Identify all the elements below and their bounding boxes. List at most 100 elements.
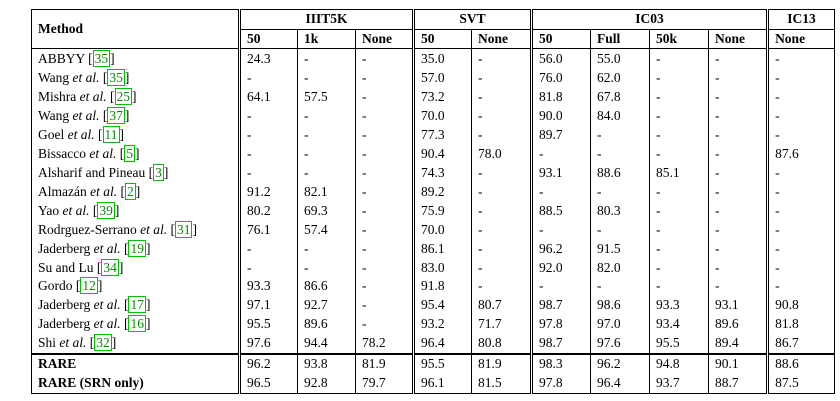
value-cell: - <box>238 68 298 88</box>
table-row: Wang et al. [35] - - -57.0-76.0 62.0- - - <box>31 68 836 88</box>
method-name: Wang <box>38 107 70 123</box>
citation-link[interactable]: 3 <box>153 163 164 181</box>
value-cell: 57.5 <box>297 87 356 107</box>
value-cell: 93.8 <box>297 352 356 374</box>
value-cell: 35.0 <box>412 48 472 69</box>
value-cell: 90.4 <box>412 144 472 164</box>
table-row: Rodrguez-Serrano et al. [31] 76.1 57.4-70.… <box>31 220 836 240</box>
value-cell: - <box>354 163 414 183</box>
value-cell: 69.3 <box>297 201 356 221</box>
method-name: Su and Lu <box>38 259 94 275</box>
citation-link[interactable]: 39 <box>97 201 115 219</box>
value-cell: 89.2 <box>412 182 472 202</box>
value-cell: - <box>649 258 709 277</box>
method-name: Rodrguez-Serrano <box>38 221 137 237</box>
value-cell: 83.0 <box>412 258 472 277</box>
method-cell: Yao et al. [39] <box>31 201 240 221</box>
group-header-ic13: IC13 <box>766 9 836 30</box>
et-al-text: et al. <box>90 183 118 199</box>
value-cell: - <box>708 68 768 88</box>
sub-header: 50k <box>649 29 709 50</box>
value-cell: 81.8 <box>766 314 836 334</box>
value-cell: - <box>354 144 414 164</box>
value-cell: - <box>708 220 768 240</box>
value-cell: 93.7 <box>649 373 709 394</box>
table-row: Mishra et al. [25] 64.1 57.5-73.2-81.8 67.8… <box>31 87 836 107</box>
value-cell: 78.2 <box>354 333 414 354</box>
value-cell: - <box>471 239 532 259</box>
method-cell: ABBYY [35] <box>31 48 240 69</box>
citation-link[interactable]: 19 <box>128 239 146 257</box>
citation-link[interactable]: 34 <box>101 258 119 276</box>
value-cell: - <box>649 125 709 145</box>
value-cell: - <box>354 258 414 277</box>
group-header-svt: SVT <box>412 9 532 30</box>
citation-link[interactable]: 35 <box>107 68 125 86</box>
citation-link[interactable]: 5 <box>124 144 135 162</box>
method-header: Method <box>31 8 240 50</box>
citation-link[interactable]: 32 <box>94 334 112 352</box>
citation-link[interactable]: 2 <box>124 182 136 200</box>
method-cell: Wang et al. [35] <box>31 68 240 88</box>
value-cell: 97.8 <box>530 314 591 334</box>
citation-link[interactable]: 12 <box>80 277 98 295</box>
value-cell: - <box>708 106 768 126</box>
value-cell: - <box>471 163 532 183</box>
citation-link[interactable]: 17 <box>128 296 146 314</box>
et-al-text: et al. <box>93 316 121 332</box>
citation-link[interactable]: 31 <box>174 220 193 238</box>
value-cell: - <box>471 277 532 296</box>
method-cell: Almazán et al. [2] <box>31 182 240 202</box>
value-cell: - <box>708 144 768 164</box>
value-cell: - <box>766 201 836 221</box>
value-cell: 79.7 <box>354 373 414 394</box>
value-cell: 80.3 <box>590 201 650 221</box>
value-cell: 97.8 <box>530 373 591 394</box>
value-cell: 81.9 <box>354 352 414 374</box>
value-cell: - <box>766 163 836 183</box>
table-row: Goel et al. [11] - - -77.3-89.7- - - - <box>31 125 836 145</box>
et-al-text: et al. <box>72 107 100 123</box>
value-cell: 89.6 <box>708 314 768 334</box>
et-al-text: et al. <box>67 126 95 142</box>
method-cell: Su and Lu [34] <box>31 258 240 277</box>
value-cell: - <box>471 201 532 221</box>
value-cell: - <box>590 220 650 240</box>
value-cell: 86.6 <box>297 277 356 296</box>
value-cell: - <box>590 125 650 145</box>
sub-header: 50 <box>238 29 298 50</box>
value-cell: - <box>238 106 298 126</box>
sub-header: 1k <box>297 29 356 50</box>
citation-link[interactable]: 37 <box>107 106 125 124</box>
value-cell: 80.7 <box>471 295 532 315</box>
value-cell: 92.0 <box>530 258 591 277</box>
value-cell: - <box>708 277 768 296</box>
value-cell: - <box>649 277 709 296</box>
results-table: Method IIIT5K SVT IC03 IC13 50 1k None 5… <box>31 8 836 394</box>
value-cell: 91.5 <box>590 239 650 259</box>
table-body: ABBYY [35] 24.3- -35.0-56.0 55.0- - - Wang et … <box>31 48 836 394</box>
table-row: Bissacco et al. [5] - - -90.4 78.0- - - -87.6 <box>31 144 836 164</box>
et-al-text: et al. <box>62 202 90 218</box>
citation-link[interactable]: 11 <box>102 125 120 143</box>
method-cell: Rodrguez-Serrano et al. [31] <box>31 220 240 240</box>
method-cell: Jaderberg et al. [17] <box>31 295 240 315</box>
value-cell: - <box>297 48 356 69</box>
citation-link[interactable]: 16 <box>128 315 146 333</box>
value-cell: 86.7 <box>766 333 836 354</box>
group-header-ic03: IC03 <box>530 9 768 30</box>
citation-link[interactable]: 25 <box>114 87 132 105</box>
value-cell: 89.6 <box>297 314 356 334</box>
value-cell: 80.2 <box>238 201 298 221</box>
value-cell: 91.8 <box>412 277 472 296</box>
value-cell: - <box>708 258 768 277</box>
et-al-text: et al. <box>72 69 100 85</box>
value-cell: 96.1 <box>412 373 472 394</box>
method-cell: RARE (SRN only) <box>31 373 240 394</box>
value-cell: 24.3 <box>238 48 298 69</box>
citation-link[interactable]: 35 <box>92 49 111 67</box>
value-cell: 57.0 <box>412 68 472 88</box>
sub-header: 50 <box>412 29 472 50</box>
value-cell: - <box>297 144 356 164</box>
value-cell: - <box>471 48 532 69</box>
